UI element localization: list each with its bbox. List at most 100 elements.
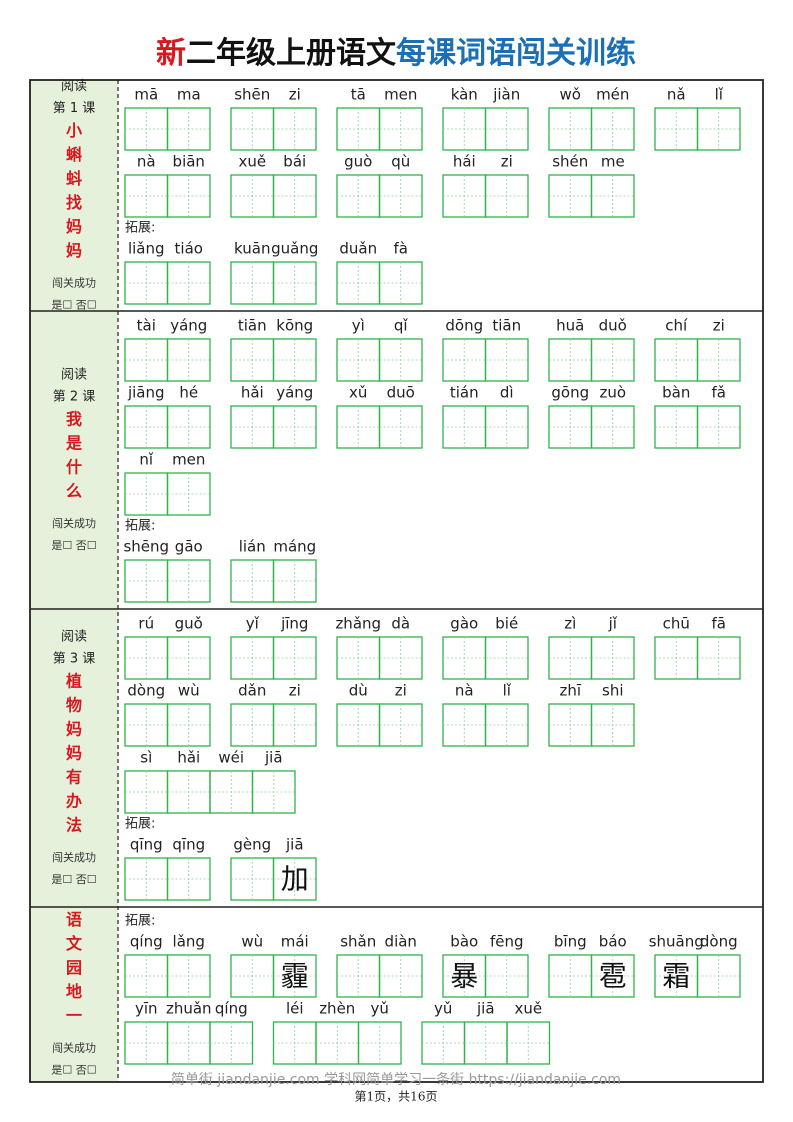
lesson-column [30,907,118,1082]
lesson-title-char: 文 [66,934,83,953]
pinyin: men [384,86,417,104]
status-label: 闯关成功 [52,850,96,864]
pinyin: wéi [218,749,244,767]
pinyin: nà [455,682,474,700]
pinyin: mā [134,86,158,104]
pinyin: bàn [662,384,690,402]
box-character: 暴 [450,960,478,993]
pinyin: fà [394,240,408,258]
status-label: 闯关成功 [52,516,96,530]
pinyin: dòng [127,682,165,700]
pinyin: dǎn [238,682,266,700]
pinyin: guǒ [175,615,203,633]
pinyin: duō [387,384,415,402]
lesson-label: 阅读 [61,368,87,383]
status-options: 是☐ 否☐ [51,539,96,552]
pinyin: bái [283,153,306,171]
lesson-title-char: 什 [66,458,82,477]
pinyin: yǐ [246,615,260,633]
status-options: 是☐ 否☐ [51,873,96,886]
pinyin: wù [241,933,263,951]
pinyin: me [601,153,625,171]
pinyin: xǔ [349,384,367,402]
pinyin: jīng [280,615,308,633]
lesson-title-char: 蝌 [66,145,82,164]
pinyin: rú [138,615,154,633]
pinyin: lǐ [503,682,512,700]
pinyin: mái [281,933,309,951]
pinyin: zi [289,682,301,700]
lesson-title-char: 有 [66,768,82,787]
worksheet-border [29,79,764,1083]
pinyin: dōng [445,317,483,335]
pinyin: zuò [599,384,626,402]
lesson-column [30,80,118,311]
box-character: 霜 [662,960,690,993]
page-number: 第1页，共16页 [355,1090,438,1104]
pinyin: nǐ [139,451,154,469]
extension-label: 拓展: [125,519,155,534]
lesson-label: 第 1 课 [53,101,96,116]
pinyin: lǐ [715,86,724,104]
pinyin: fēng [490,933,524,951]
pinyin: tài [137,317,156,335]
pinyin: yīn [135,1000,158,1018]
extension-label: 拓展: [125,221,155,236]
pinyin: yì [352,317,365,335]
pinyin: lǎng [173,933,205,951]
lesson-title-char: 是 [65,434,82,453]
pinyin: dù [349,682,368,700]
lesson-title-char: 法 [66,816,82,835]
lesson-label: 阅读 [61,79,87,94]
lesson-title-char: 办 [66,792,82,811]
pinyin: gāo [175,538,203,556]
pinyin: xuě [514,1000,542,1018]
lesson-label: 阅读 [61,630,87,645]
pinyin: liǎng [128,240,165,258]
pinyin: tiān [492,317,521,335]
pinyin: jiāng [127,384,165,402]
lesson-label: 第 3 课 [53,652,96,667]
pinyin: léi [286,1000,304,1018]
pinyin: jǐ [608,615,618,633]
box-character: 雹 [599,960,627,993]
pinyin: guò [344,153,372,171]
pinyin: dòng [700,933,738,951]
lesson-title-char: 蚪 [66,169,82,188]
pinyin: tiān [238,317,267,335]
pinyin: wǒ [560,86,581,104]
pinyin: diàn [385,933,417,951]
status-label: 闯关成功 [52,276,96,290]
pinyin: chí [665,317,688,335]
pinyin: máng [273,538,316,556]
pinyin: xuě [238,153,266,171]
pinyin: shi [602,682,624,700]
pinyin: zi [713,317,725,335]
box-character: 加 [281,863,309,896]
pinyin: dà [391,615,410,633]
pinyin: duǎn [339,240,377,258]
lesson-title-char: 园 [66,958,82,977]
pinyin: fā [712,615,726,633]
pinyin: bié [495,615,518,633]
pinyin: men [172,451,205,469]
title-part: 每课词语闯关训练 [396,36,636,71]
pinyin: kōng [276,317,313,335]
lesson-column [30,609,118,907]
lesson-title-char: 语 [66,910,82,929]
lesson-title-char: 植 [65,672,82,691]
pinyin: jiā [285,836,304,854]
pinyin: zhǎng [335,615,381,633]
lesson-title-char: 妈 [66,720,82,739]
pinyin: zhèn [319,1000,355,1018]
lesson-column [30,311,118,609]
page-title: 新二年级上册语文每课词语闯关训练 [156,36,636,71]
pinyin: qíng [130,933,163,951]
pinyin: shǎn [340,933,376,951]
pinyin: jiā [476,1000,495,1018]
pinyin: shēn [234,86,270,104]
pinyin: tā [351,86,366,104]
pinyin: zì [564,615,576,633]
pinyin: guǎng [271,240,318,258]
pinyin: bào [450,933,478,951]
